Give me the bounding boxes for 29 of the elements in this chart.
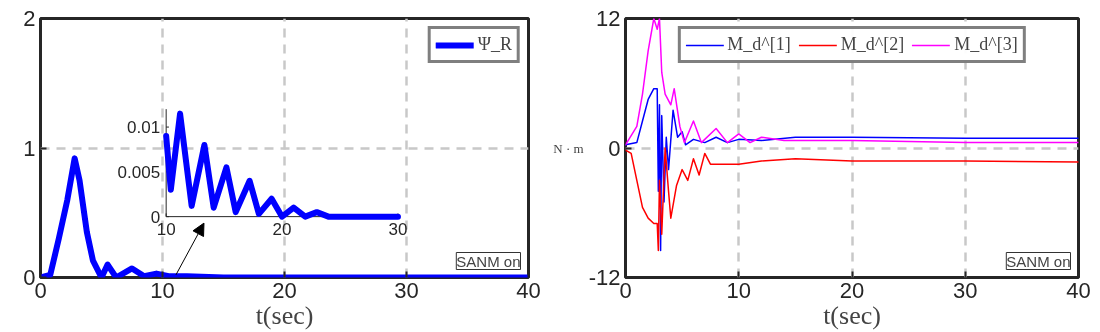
legend-label: M_d^[2] — [840, 34, 905, 55]
line-series — [625, 147, 1079, 252]
legend-label: M_d^[1] — [727, 34, 791, 55]
x-tick-label: 20 — [272, 277, 297, 303]
y-tick-label: 0.005 — [117, 162, 161, 182]
line-series — [625, 87, 1079, 252]
legend-label: Ψ_R — [477, 34, 512, 55]
x-tick-label: 40 — [516, 277, 541, 303]
annotation: SANM on — [456, 252, 521, 270]
x-axis-title: t(sec) — [823, 300, 881, 330]
x-axis-title: t(sec) — [255, 300, 314, 330]
x-tick-label: 20 — [839, 277, 865, 303]
legend-label: M_d^[3] — [954, 34, 1018, 55]
annotation: SANM on — [1006, 252, 1071, 270]
x-tick-label: 10 — [150, 277, 175, 303]
x-tick-label: 30 — [953, 277, 978, 303]
x-tick-label: 30 — [388, 219, 408, 239]
y-axis-title: N · m — [553, 140, 584, 156]
x-tick-label: 20 — [272, 219, 292, 239]
line-series — [625, 18, 1079, 146]
y-tick-label: 0 — [608, 135, 621, 161]
y-tick-label: 2 — [23, 6, 36, 31]
x-tick-label: 40 — [1066, 277, 1091, 303]
x-tick-label: 30 — [394, 277, 419, 303]
y-tick-label: 0.01 — [127, 118, 161, 138]
y-tick-label: -12 — [588, 265, 621, 290]
y-tick-label: 1 — [23, 135, 36, 161]
y-tick-label: 12 — [596, 6, 621, 31]
x-tick-label: 10 — [726, 277, 751, 303]
